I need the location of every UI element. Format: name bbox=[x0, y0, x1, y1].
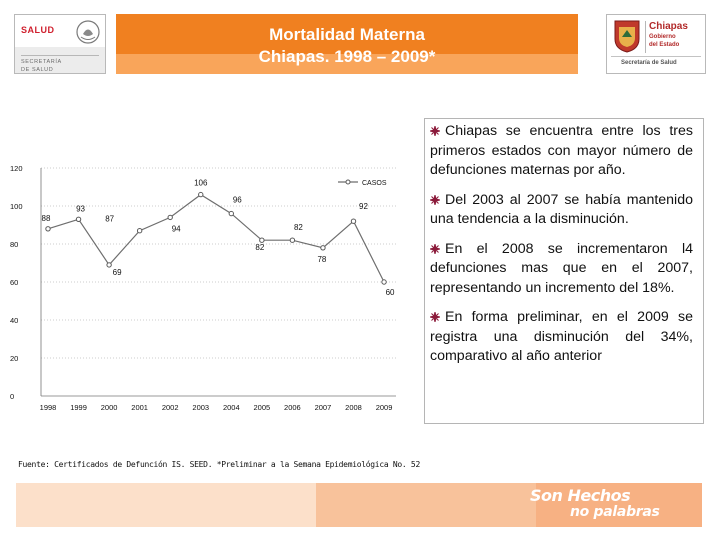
star-bullet-icon bbox=[430, 312, 440, 322]
y-tick-label: 60 bbox=[10, 278, 18, 287]
data-label: 92 bbox=[359, 202, 368, 211]
salud-logo-text: SALUD bbox=[21, 25, 55, 35]
data-label: 82 bbox=[294, 223, 303, 232]
secretaria-text: SECRETARÍA bbox=[21, 59, 62, 65]
bullet-item: Chiapas se encuentra entre los tres prim… bbox=[430, 122, 693, 181]
mexico-shield-icon bbox=[76, 20, 100, 44]
y-tick-label: 40 bbox=[10, 316, 18, 325]
x-tick-label: 2005 bbox=[254, 403, 271, 412]
x-tick-label: 2007 bbox=[315, 403, 332, 412]
chiapas-logo-text: Chiapas bbox=[649, 21, 688, 32]
secretaria-de-salud-text: Secretaría de Salud bbox=[621, 60, 677, 66]
x-tick-label: 2006 bbox=[284, 403, 301, 412]
x-tick-label: 2009 bbox=[376, 403, 393, 412]
bullet-item: En el 2008 se incrementaron l4 defuncion… bbox=[430, 240, 693, 299]
bullet-text: Del 2003 al 2007 se había mantenido una … bbox=[430, 191, 693, 228]
legend-marker bbox=[345, 179, 351, 185]
data-point bbox=[198, 191, 204, 198]
x-tick-label: 2000 bbox=[101, 403, 118, 412]
data-point bbox=[75, 216, 82, 222]
salud-logo: SALUD SECRETARÍA DE SALUD bbox=[14, 14, 106, 74]
maternal-mortality-chart: 0 20 40 60 80 100 120 1998 1999 2000 2001 2002 2003 2… bbox=[10, 164, 396, 412]
legend-label: CASOS bbox=[362, 180, 387, 187]
page-title: Mortalidad Materna Chiapas. 1998 – 2009* bbox=[116, 24, 578, 68]
x-tick-label: 2004 bbox=[223, 403, 240, 412]
data-point bbox=[228, 210, 235, 217]
data-label: 93 bbox=[76, 204, 85, 213]
gobierno-text: Gobierno bbox=[649, 34, 676, 40]
x-tick-label: 2001 bbox=[131, 403, 148, 412]
bullet-text: Chiapas se encuentra entre los tres prim… bbox=[430, 123, 693, 178]
data-point bbox=[350, 218, 357, 224]
x-tick-label: 2003 bbox=[192, 403, 209, 412]
star-bullet-icon bbox=[430, 126, 440, 136]
bullet-item: En forma preliminar, en el 2009 se regis… bbox=[430, 308, 693, 367]
title-line-2: Chiapas. 1998 – 2009* bbox=[258, 47, 436, 66]
bullet-text: En forma preliminar, en el 2009 se regis… bbox=[430, 309, 693, 364]
source-note: Fuente: Certificados de Defunción IS. SE… bbox=[18, 460, 420, 469]
x-tick-label: 2002 bbox=[162, 403, 179, 412]
title-line-1: Mortalidad Materna bbox=[269, 25, 425, 44]
star-bullet-icon bbox=[430, 243, 440, 254]
x-tick-label: 1999 bbox=[70, 403, 87, 412]
y-tick-label: 100 bbox=[10, 202, 23, 211]
y-tick-label: 20 bbox=[10, 354, 18, 363]
x-tick-label: 1998 bbox=[40, 403, 57, 412]
data-label: 78 bbox=[317, 255, 326, 264]
data-point bbox=[320, 245, 326, 251]
chiapas-crest-icon bbox=[614, 20, 640, 53]
bullet-item: Del 2003 al 2007 se había mantenido una … bbox=[430, 191, 693, 230]
data-label: 82 bbox=[255, 243, 264, 252]
data-point bbox=[45, 226, 51, 232]
star-bullet-icon bbox=[430, 194, 440, 205]
de-salud-text: DE SALUD bbox=[21, 67, 54, 73]
slogan-line-2: no palabras bbox=[570, 504, 660, 520]
data-point bbox=[289, 237, 296, 243]
data-label: 87 bbox=[105, 215, 114, 224]
y-tick-label: 120 bbox=[10, 164, 23, 173]
summary-box: Chiapas se encuentra entre los tres prim… bbox=[424, 118, 704, 424]
data-point bbox=[106, 262, 112, 268]
series-line-casos bbox=[47, 193, 385, 283]
data-label: 88 bbox=[42, 214, 51, 223]
x-tick-label: 2008 bbox=[345, 403, 362, 412]
slogan-line-1: Son Hechos bbox=[530, 486, 631, 505]
slogan: Son Hechos no palabras bbox=[530, 486, 700, 526]
bullet-text: En el 2008 se incrementaron l4 defuncion… bbox=[430, 240, 693, 296]
data-point bbox=[167, 214, 173, 221]
title-banner: Mortalidad Materna Chiapas. 1998 – 2009* bbox=[116, 14, 578, 74]
y-tick-label: 80 bbox=[10, 240, 18, 249]
data-label: 106 bbox=[194, 179, 208, 188]
data-label: 94 bbox=[172, 224, 181, 233]
chiapas-logo: Chiapas Gobierno del Estado Secretaría d… bbox=[606, 14, 706, 74]
data-point bbox=[136, 228, 143, 234]
footer-band bbox=[16, 483, 702, 527]
data-label: 60 bbox=[386, 288, 395, 297]
del-estado-text: del Estado bbox=[649, 42, 680, 48]
data-point bbox=[381, 279, 387, 285]
data-label: 69 bbox=[113, 268, 122, 277]
data-label: 96 bbox=[233, 196, 242, 205]
data-point bbox=[259, 237, 265, 243]
y-tick-label: 0 bbox=[10, 392, 14, 401]
